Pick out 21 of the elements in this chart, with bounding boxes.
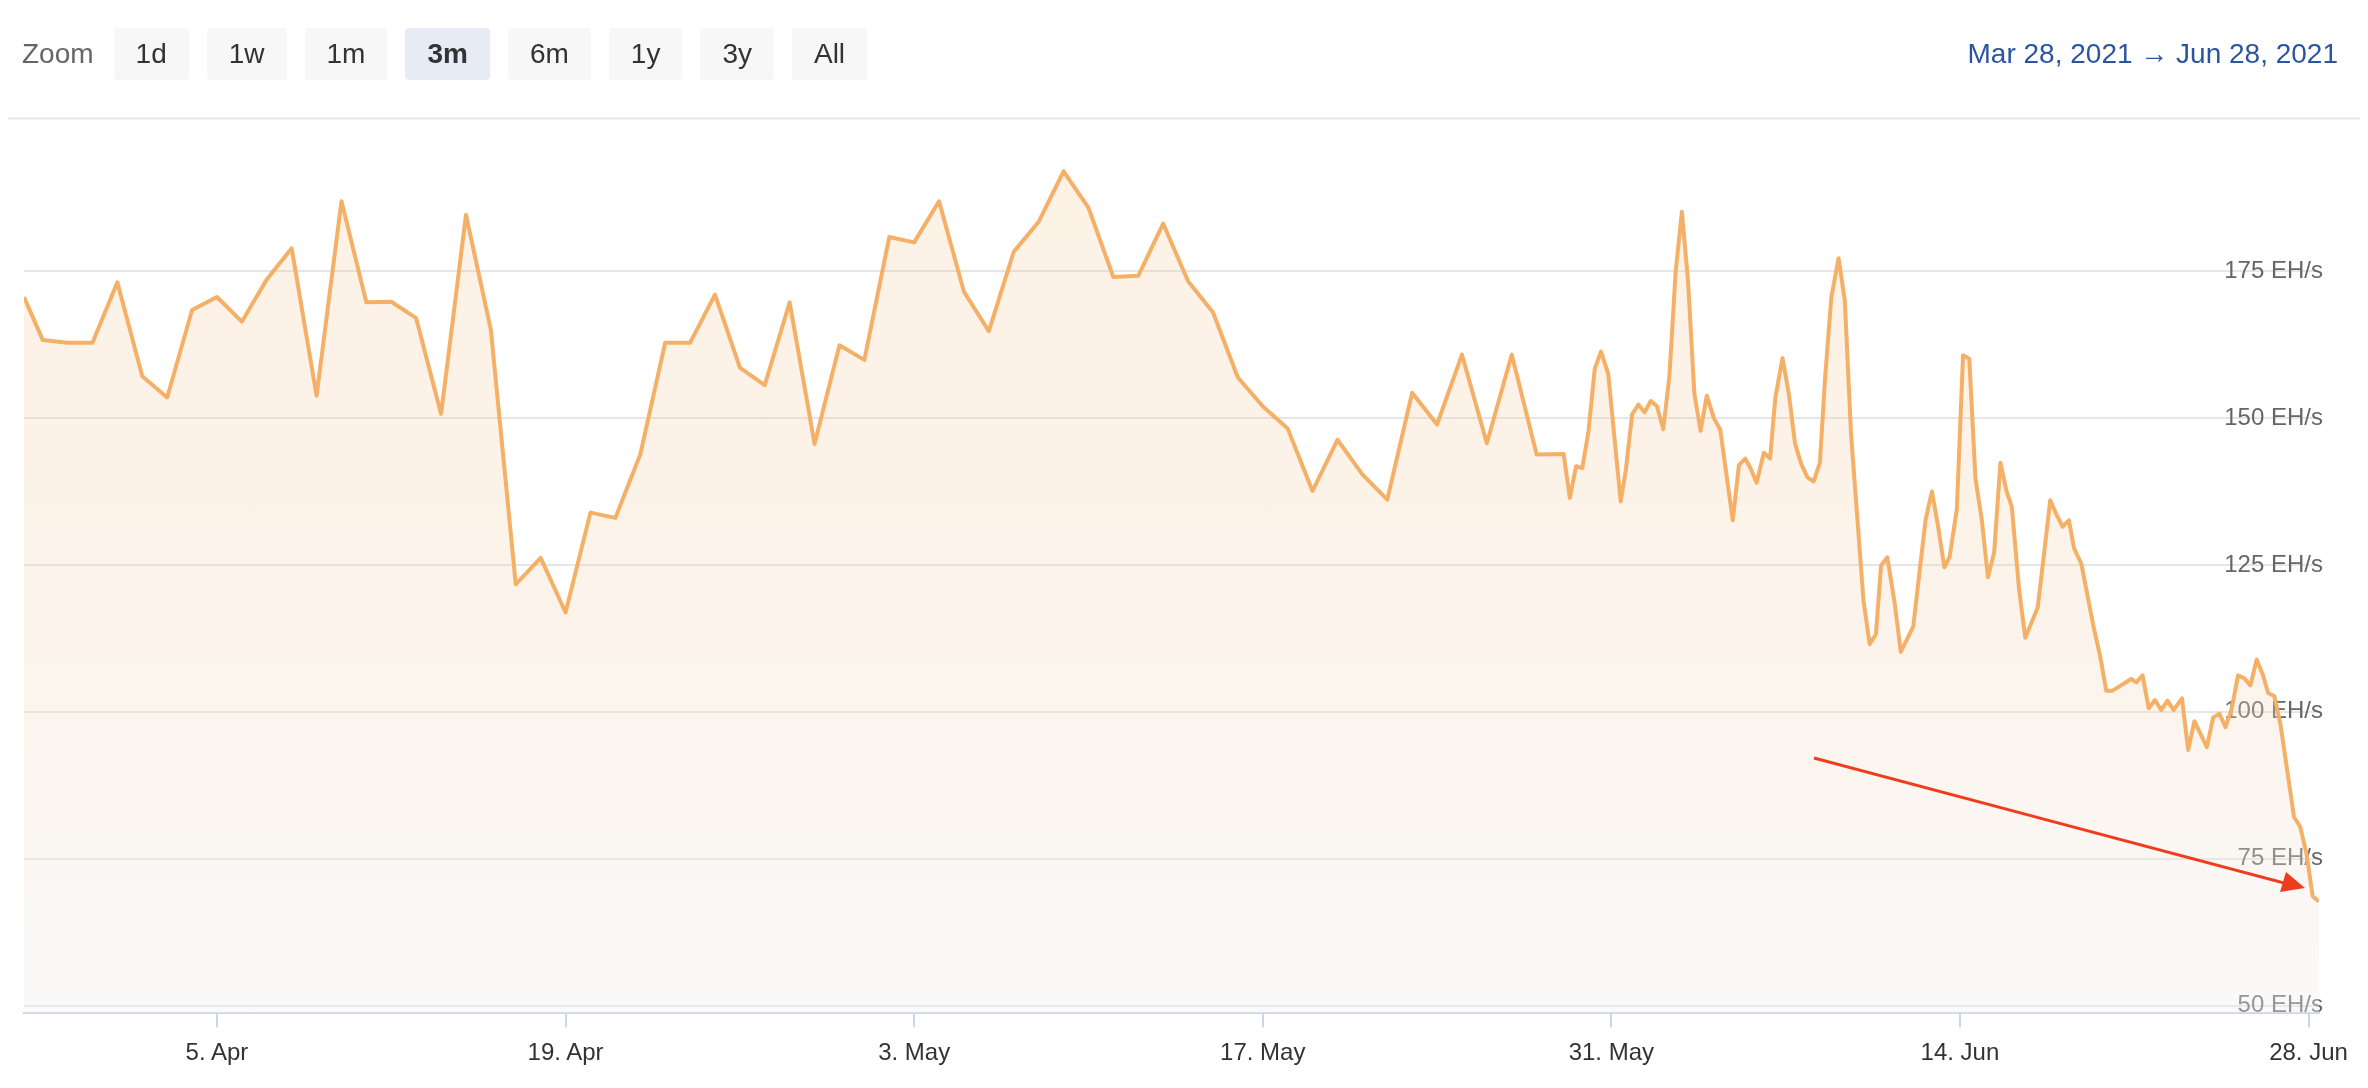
text: Zoom	[22, 38, 94, 70]
x-tick-label: 31. May	[1568, 1038, 1655, 1066]
x-tick-label: 5. Apr	[185, 1038, 249, 1066]
x-tick-label: 28. Jun	[2269, 1038, 2348, 1066]
x-tick-label: 3. May	[878, 1038, 951, 1066]
text: 1w	[206, 28, 287, 80]
text: 3m	[405, 28, 490, 80]
text: 1d	[113, 28, 189, 80]
text: All	[791, 28, 868, 80]
y-tick-label: 125 EH/s	[2224, 549, 2323, 577]
x-tick-label: 17. May	[1220, 1038, 1306, 1066]
y-tick-label: 175 EH/s	[2224, 255, 2323, 283]
y-tick-label: 150 EH/s	[2224, 402, 2323, 430]
text: 3y	[700, 28, 774, 80]
text: 1y	[608, 28, 683, 80]
x-tick-label: 19. Apr	[527, 1038, 604, 1066]
x-tick-label: 14. Jun	[1920, 1038, 2000, 1066]
y-tick-label: 50 EH/s	[2237, 990, 2323, 1018]
text: 1m	[304, 28, 388, 80]
text: Mar 28, 2021 → Jun 28, 2021	[1967, 38, 2338, 70]
text: 6m	[507, 28, 591, 80]
